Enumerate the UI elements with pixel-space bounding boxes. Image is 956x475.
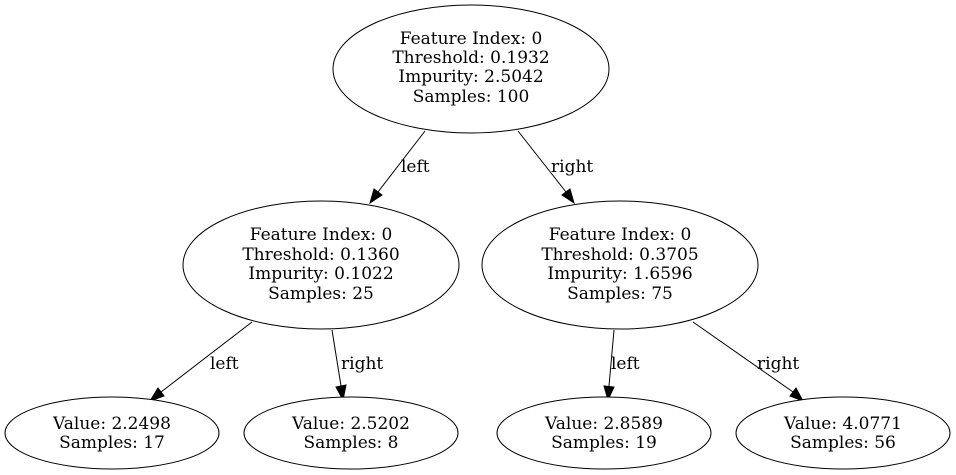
node-right-feature-index: Feature Index: 0 <box>549 225 692 245</box>
edge-left-left: left <box>148 321 253 402</box>
edge-root-right: right <box>517 130 593 205</box>
leaf-rl-value: Value: 2.8589 <box>544 414 663 434</box>
edge-root-left: left <box>369 130 430 205</box>
node-right-threshold: Threshold: 0.3705 <box>541 245 698 265</box>
edge-label-left-right: right <box>341 354 383 374</box>
edge-right-left: left <box>603 329 640 402</box>
leaf-rr-samples: Samples: 56 <box>790 433 896 453</box>
node-right-samples: Samples: 75 <box>567 284 673 304</box>
node-left-feature-index: Feature Index: 0 <box>250 225 393 245</box>
node-left-threshold: Threshold: 0.1360 <box>242 245 399 265</box>
edge-right-right: right <box>692 321 805 402</box>
edge-left-right: right <box>331 329 383 402</box>
edge-label-root-left: left <box>401 157 430 177</box>
leaf-left-left: Value: 2.2498 Samples: 17 <box>4 396 220 470</box>
node-left-impurity: Impurity: 0.1022 <box>248 264 393 284</box>
node-left-split: Feature Index: 0 Threshold: 0.1360 Impur… <box>182 200 460 330</box>
leaf-ll-value: Value: 2.2498 <box>52 414 171 434</box>
leaf-ll-samples: Samples: 17 <box>59 433 165 453</box>
leaf-left-right: Value: 2.5202 Samples: 8 <box>243 396 459 470</box>
node-root-threshold: Threshold: 0.1932 <box>392 48 549 68</box>
edge-label-root-right: right <box>551 157 593 177</box>
leaf-right-right: Value: 4.0771 Samples: 56 <box>735 396 951 470</box>
node-right-impurity: Impurity: 1.6596 <box>547 264 692 284</box>
node-root-samples: Samples: 100 <box>413 87 530 107</box>
edge-label-right-right: right <box>757 354 799 374</box>
node-root-feature-index: Feature Index: 0 <box>400 29 543 49</box>
node-right-split: Feature Index: 0 Threshold: 0.3705 Impur… <box>481 200 759 330</box>
node-root: Feature Index: 0 Threshold: 0.1932 Impur… <box>332 4 610 134</box>
leaf-right-left: Value: 2.8589 Samples: 19 <box>496 396 712 470</box>
node-root-impurity: Impurity: 2.5042 <box>398 67 543 87</box>
leaf-lr-samples: Samples: 8 <box>304 433 399 453</box>
node-left-samples: Samples: 25 <box>268 284 374 304</box>
leaf-rl-samples: Samples: 19 <box>551 433 657 453</box>
leaf-lr-value: Value: 2.5202 <box>291 414 410 434</box>
leaf-rr-value: Value: 4.0771 <box>783 414 902 434</box>
edge-label-left-left: left <box>210 354 239 374</box>
edge-label-right-left: left <box>611 354 640 374</box>
